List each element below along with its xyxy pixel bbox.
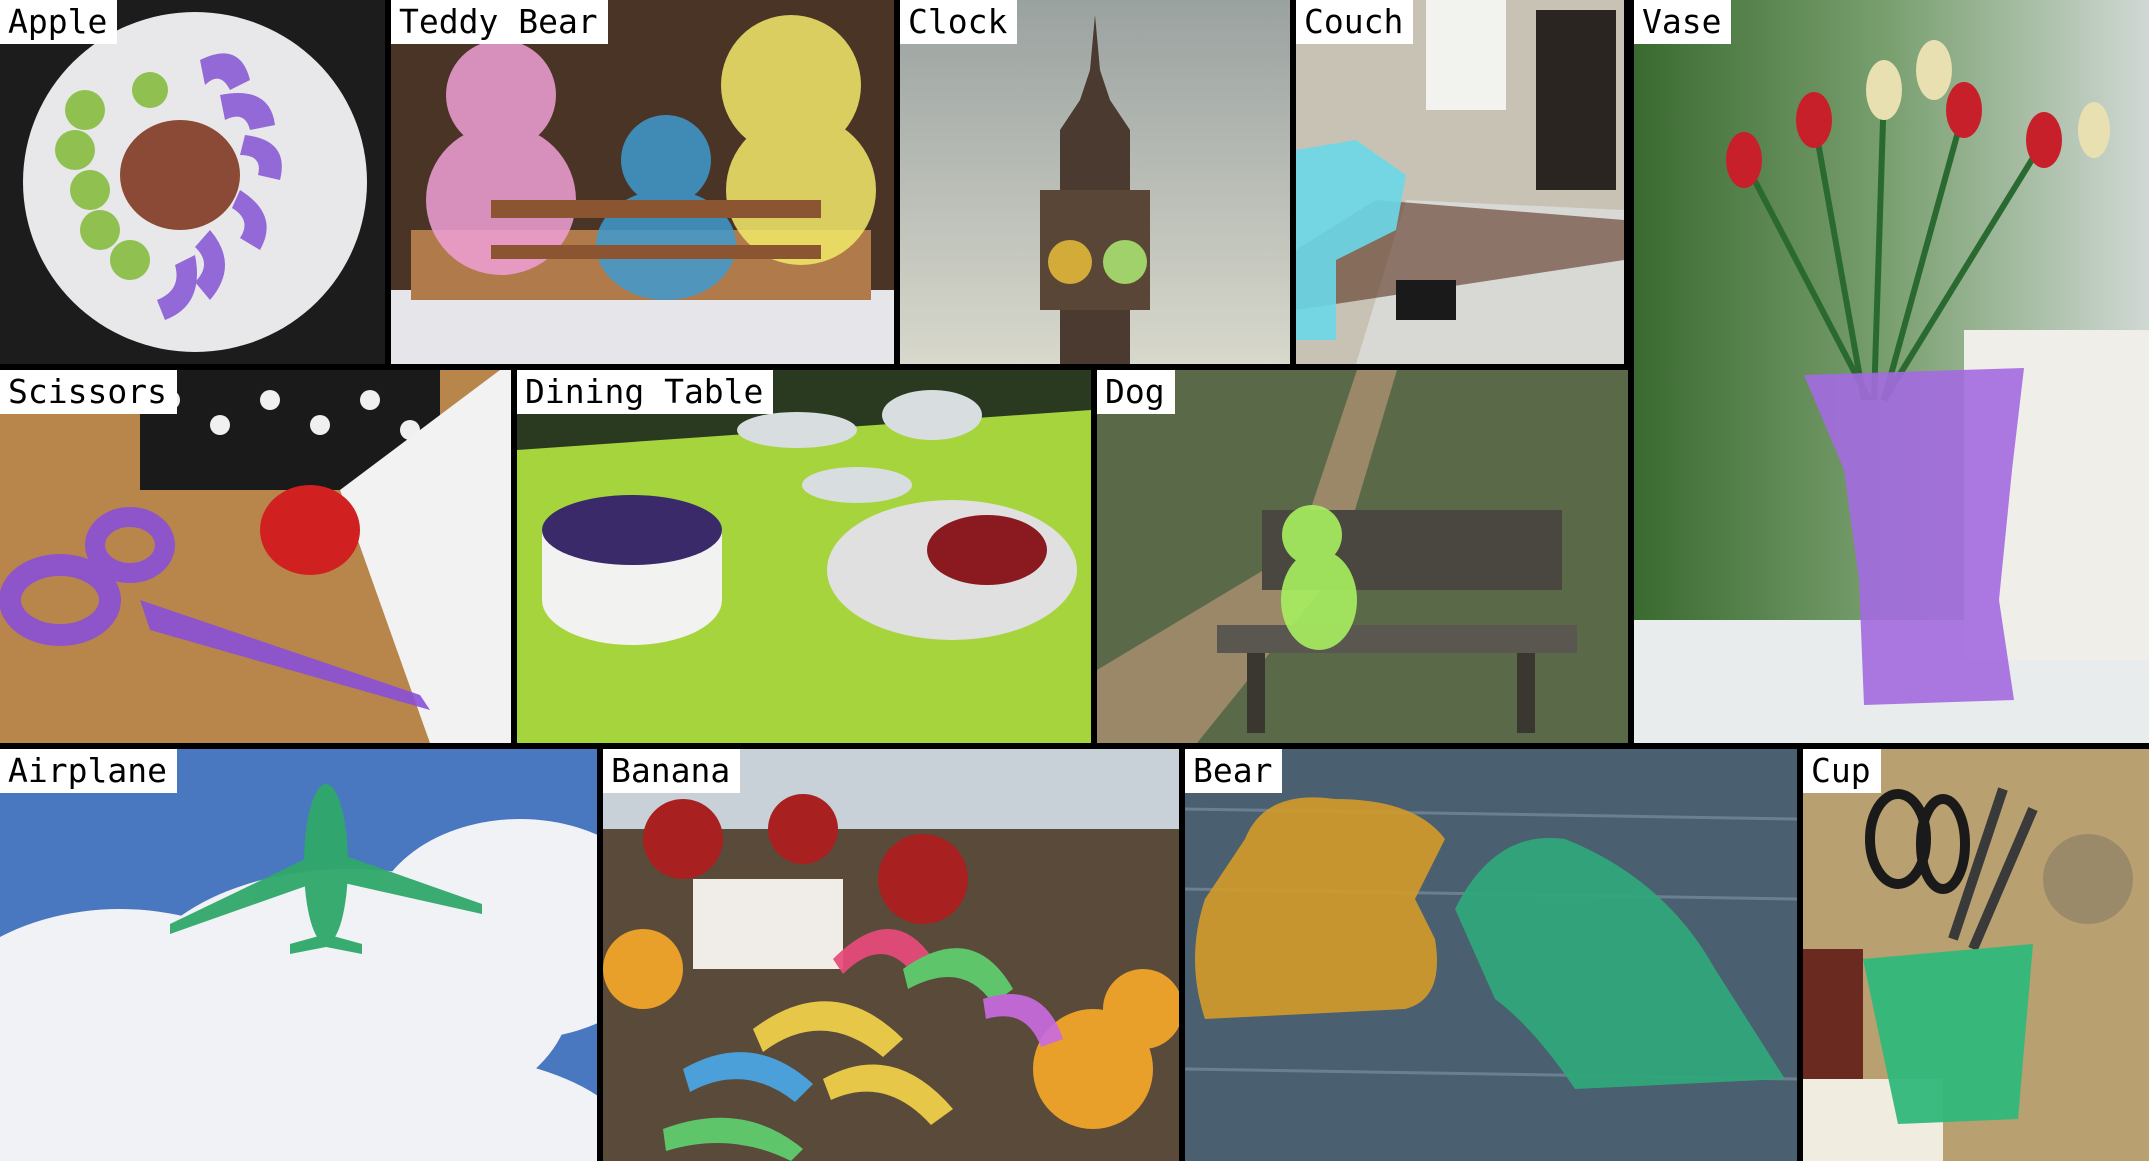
clouds bbox=[0, 819, 597, 1161]
tile-vase: Vase bbox=[1634, 0, 2149, 743]
cup-photo bbox=[1803, 749, 2149, 1161]
left-clock-mask bbox=[1048, 240, 1092, 284]
tile-banana: Banana bbox=[603, 749, 1179, 1161]
tile-couch: Couch bbox=[1296, 0, 1624, 364]
tile-clock: Clock bbox=[900, 0, 1290, 364]
tile-label-dining-table: Dining Table bbox=[517, 370, 774, 414]
tile-label-banana: Banana bbox=[603, 749, 741, 793]
tile-label-clock: Clock bbox=[900, 0, 1018, 44]
tile-dog: Dog bbox=[1097, 370, 1628, 743]
tile-bear: Bear bbox=[1185, 749, 1797, 1161]
salmon-dish bbox=[120, 120, 240, 230]
tile-apple: Apple bbox=[0, 0, 385, 364]
right-bear-mask bbox=[1455, 837, 1785, 1089]
dirt-path bbox=[1097, 370, 1397, 743]
tile-label-cup: Cup bbox=[1803, 749, 1881, 793]
tile-label-scissors: Scissors bbox=[0, 370, 177, 414]
tile-airplane: Airplane bbox=[0, 749, 597, 1161]
tile-label-bear: Bear bbox=[1185, 749, 1283, 793]
dining-table-mask bbox=[517, 410, 1091, 743]
tile-teddy-bear: Teddy Bear bbox=[391, 0, 894, 364]
dining-table-photo bbox=[517, 370, 1091, 743]
bookshelf bbox=[1536, 10, 1616, 190]
right-clock-mask bbox=[1103, 240, 1147, 284]
tile-dining-table: Dining Table bbox=[517, 370, 1091, 743]
couch-mask bbox=[1296, 140, 1406, 340]
tape-dispenser bbox=[260, 485, 360, 575]
dog-mask bbox=[1281, 505, 1357, 650]
apple-photo bbox=[0, 0, 385, 364]
banana-photo bbox=[603, 749, 1179, 1161]
dog-photo bbox=[1097, 370, 1628, 743]
bench-seat bbox=[1217, 625, 1577, 653]
bear-photo bbox=[1185, 749, 1797, 1161]
couch-photo bbox=[1296, 0, 1624, 364]
vase-photo bbox=[1634, 0, 2149, 743]
tile-label-apple: Apple bbox=[0, 0, 118, 44]
white-paper bbox=[340, 370, 511, 743]
tile-label-airplane: Airplane bbox=[0, 749, 177, 793]
left-bear-mask bbox=[1195, 797, 1445, 1019]
banana-masks bbox=[663, 929, 1063, 1161]
tile-cup: Cup bbox=[1803, 749, 2149, 1161]
tile-label-dog: Dog bbox=[1097, 370, 1175, 414]
tile-label-teddy-bear: Teddy Bear bbox=[391, 0, 608, 44]
scissors-mask bbox=[0, 507, 430, 710]
airplane-photo bbox=[0, 749, 597, 1161]
vase-mask bbox=[1804, 368, 2024, 705]
teddy-bear-photo bbox=[391, 0, 894, 364]
yellow-teddy-mask bbox=[721, 15, 876, 265]
apple-mask bbox=[157, 53, 282, 320]
tile-label-vase: Vase bbox=[1634, 0, 1732, 44]
tile-label-couch: Couch bbox=[1296, 0, 1414, 44]
tile-scissors: Scissors bbox=[0, 370, 511, 743]
airplane-mask bbox=[170, 784, 482, 954]
clock-photo bbox=[900, 0, 1290, 364]
cup-mask bbox=[1863, 944, 2033, 1124]
scissors-photo bbox=[0, 370, 511, 743]
